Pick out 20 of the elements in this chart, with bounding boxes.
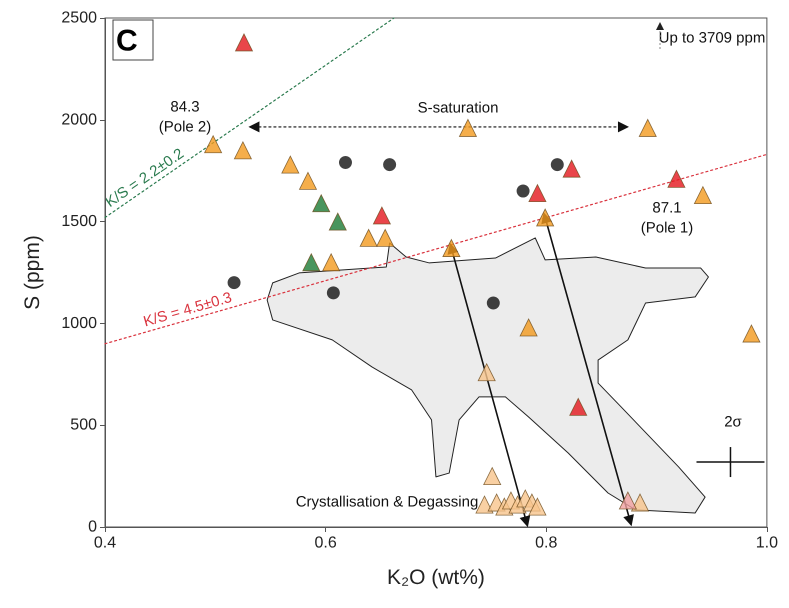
x-tick-label: 0.8 (535, 534, 558, 552)
y-tick-label: 2500 (61, 10, 98, 26)
annotation: 87.1 (Pole 1) (640, 200, 694, 236)
annotation: S-saturation (418, 100, 498, 116)
y-tick-label: 0 (88, 518, 98, 536)
annotation: C (116, 24, 138, 58)
y-tick-label: 2000 (61, 111, 98, 128)
annotation: 84.3 (Pole 2) (158, 98, 212, 136)
y-tick-label: 1000 (61, 314, 98, 332)
annotation: Crystallisation & Degassing (296, 494, 478, 510)
x-axis-title: K₂O (wt%) (386, 566, 485, 589)
y-tick-label: 500 (70, 416, 98, 434)
annotation: 2σ (724, 414, 743, 430)
text: K/S = 4.5±0.3 (142, 289, 234, 330)
y-axis-title: S (ppm) (21, 235, 44, 310)
x-tick-label: 1.0 (756, 534, 778, 552)
annotation: Up to 3709 ppm (658, 30, 766, 46)
x-tick-label: 0.6 (314, 534, 337, 552)
x-tick-label: 0.4 (94, 534, 116, 552)
y-tick-label: 1500 (61, 213, 98, 230)
